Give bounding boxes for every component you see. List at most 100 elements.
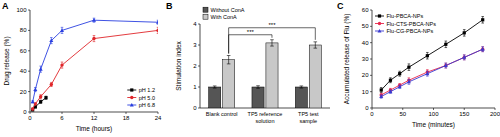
data-point: [92, 18, 96, 22]
data-point: [407, 80, 411, 84]
error-bar: [61, 62, 64, 68]
x-tick: [433, 108, 434, 110]
data-point: [60, 28, 64, 32]
y-tick-label: 40: [20, 68, 27, 74]
y-tick: [28, 91, 30, 92]
legend: Flu-PBCA-NPs Flu-CTS-PBCA-NPsFlu-CG-PBCA-…: [375, 13, 436, 34]
bar: [266, 43, 278, 108]
y-axis-line: [30, 10, 31, 112]
bar: [252, 87, 264, 108]
data-point: [398, 72, 401, 75]
error-bar: [300, 86, 304, 88]
error-bar: [380, 88, 383, 93]
data-point: [398, 85, 402, 89]
category-label-line: sample: [299, 118, 317, 124]
annotation: ***: [268, 22, 276, 28]
y-tick-label: 20: [20, 89, 27, 95]
data-point: [156, 29, 158, 32]
data-point: [481, 18, 484, 21]
error-bar: [389, 78, 392, 83]
error-bar: [408, 64, 411, 71]
legend-label: pH 6.8: [139, 102, 155, 108]
figure: A020406080100Drug release (%)06121824Tim…: [0, 0, 500, 137]
data-point: [50, 83, 53, 86]
error-bar: [314, 42, 318, 48]
y-tick: [198, 87, 200, 88]
y-tick-label: 0: [23, 109, 27, 115]
error-bar: [445, 63, 448, 68]
data-point: [425, 72, 429, 76]
y-tick-label: 1: [193, 84, 197, 90]
data-point: [463, 56, 466, 59]
data-point: [444, 43, 447, 46]
data-point: [39, 95, 42, 98]
error-bar: [408, 79, 411, 84]
legend-label: Flu-CTS-PBCA-NPs: [387, 21, 437, 27]
y-tick: [198, 66, 200, 67]
x-tick-label: 100: [428, 111, 439, 117]
error-bar: [426, 70, 429, 75]
plot-area: [209, 40, 322, 108]
bar: [209, 87, 221, 108]
y-tick-label: 100: [16, 7, 27, 13]
data-point: [426, 54, 429, 57]
y-tick-label: 80: [20, 27, 27, 33]
data-point: [156, 20, 158, 24]
error-bar: [481, 47, 484, 52]
error-bar: [445, 63, 448, 68]
series-line: [381, 49, 482, 96]
y-tick-label: 60: [362, 7, 369, 13]
error-bar: [463, 30, 466, 37]
legend-marker: [130, 103, 134, 107]
x-tick: [30, 112, 31, 114]
data-point: [444, 63, 448, 67]
y-tick-label: 50: [362, 23, 369, 29]
data-point: [389, 79, 392, 82]
y-tick: [198, 108, 200, 109]
error-bar: [481, 47, 484, 52]
x-tick-label: 0: [28, 115, 32, 121]
bar: [295, 87, 307, 108]
error-bar: [34, 88, 37, 92]
error-bar: [31, 108, 34, 110]
data-point: [481, 48, 484, 51]
data-point: [31, 100, 35, 104]
y-tick-label: 60: [20, 48, 27, 54]
legend: pH 1.2pH 5.0pH 6.8: [127, 87, 155, 108]
error-bar: [380, 95, 383, 98]
error-bar: [50, 82, 53, 86]
error-bar: [398, 85, 401, 88]
y-tick-label: 3: [193, 42, 197, 48]
data-point: [44, 96, 47, 99]
significance-bracket: [229, 35, 272, 54]
plot-area: [31, 18, 158, 111]
legend-swatch: [203, 7, 208, 12]
y-axis-label: Stimulation index: [175, 41, 182, 91]
bar: [223, 60, 235, 108]
data-point: [60, 63, 63, 66]
bar: [309, 45, 321, 108]
y-tick: [370, 10, 372, 11]
x-tick: [464, 108, 465, 110]
data-point: [481, 47, 485, 51]
error-bar: [481, 17, 484, 24]
panel-label: A: [2, 1, 9, 11]
legend-marker: [378, 22, 381, 25]
error-bar: [463, 55, 466, 60]
error-bar: [426, 52, 429, 59]
error-bar: [157, 27, 158, 33]
plot-area: [379, 17, 484, 99]
panel-label: B: [166, 1, 173, 11]
error-bar: [445, 41, 448, 48]
x-axis-label: Time (minutes): [412, 121, 455, 129]
legend-label: Flu-CG-PBCA-NPs: [387, 28, 434, 34]
x-tick-label: 150: [459, 111, 470, 117]
legend-label: Flu-PBCA-NPs: [387, 13, 424, 19]
y-tick: [28, 30, 30, 31]
data-point: [33, 87, 37, 91]
legend-marker: [130, 88, 133, 91]
category-label-line: TP5 reference: [248, 111, 283, 117]
x-tick: [372, 108, 373, 110]
y-tick: [28, 50, 30, 51]
error-bar: [93, 36, 96, 42]
